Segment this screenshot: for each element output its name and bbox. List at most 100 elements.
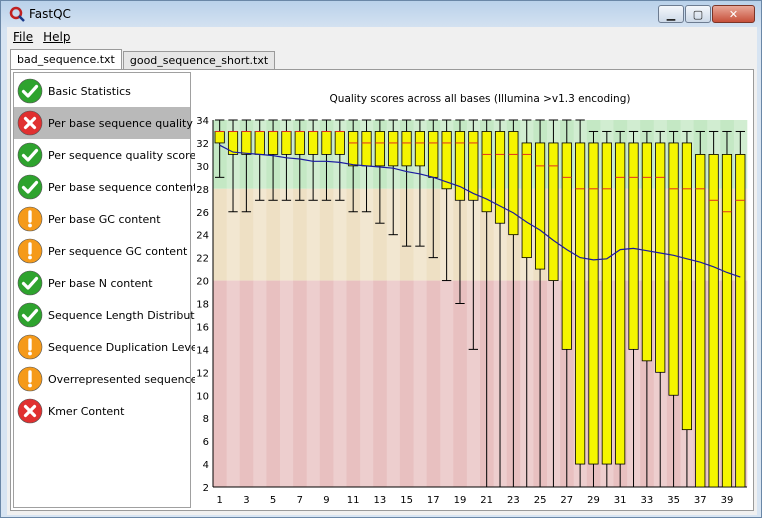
zone-bad-band: [359, 280, 374, 487]
y-tick-label: 2: [203, 483, 209, 494]
quartile-box: [361, 131, 372, 167]
zone-bad-band: [439, 280, 454, 487]
cross-icon: [17, 398, 43, 424]
x-tick-label: 13: [374, 495, 387, 506]
menu-file[interactable]: File: [13, 30, 34, 44]
menu-bar: File Help: [7, 27, 757, 47]
quartile-box: [388, 131, 399, 167]
zone-bad-band: [306, 280, 321, 487]
zone-bad-band: [239, 280, 254, 487]
x-tick-label: 29: [587, 495, 600, 506]
zone-bad-band: [293, 280, 307, 487]
mean-quality-line: [219, 144, 741, 278]
module-item[interactable]: Kmer Content: [14, 395, 190, 427]
module-item[interactable]: Per base N content: [14, 267, 190, 299]
quartile-box: [374, 131, 385, 167]
zone-bad-band: [386, 280, 401, 487]
module-item[interactable]: Sequence Length Distribution: [14, 299, 211, 331]
exclamation-icon: [17, 206, 43, 232]
zone-bad-band: [266, 280, 281, 487]
close-button[interactable]: ✕: [712, 5, 755, 23]
x-tick-label: 9: [323, 495, 329, 506]
minimize-icon: ▁: [666, 7, 676, 21]
module-item[interactable]: Per base sequence content: [14, 171, 197, 203]
x-tick-label: 33: [641, 495, 654, 506]
chart-panel: Quality scores across all bases (Illumin…: [195, 72, 751, 518]
exclamation-icon: [17, 238, 43, 264]
exclamation-icon: [17, 334, 43, 360]
title-bar[interactable]: FastQC ▁ ▢ ✕: [1, 1, 761, 27]
module-label: Kmer Content: [48, 404, 125, 418]
zone-bad-band: [213, 280, 227, 487]
check-icon: [17, 270, 43, 296]
quartile-box: [308, 131, 319, 155]
zone-ok-band: [319, 188, 334, 281]
module-item[interactable]: Per base sequence quality: [14, 107, 193, 139]
tab-good-sequence-short[interactable]: good_sequence_short.txt: [122, 51, 276, 69]
module-item[interactable]: Per sequence quality scores: [14, 139, 202, 171]
zone-ok-band: [306, 188, 321, 281]
quartile-box: [708, 154, 719, 488]
y-tick-label: 6: [203, 437, 209, 448]
chart-title: Quality scores across all bases (Illumin…: [330, 93, 631, 105]
y-tick-label: 30: [196, 162, 209, 173]
quartile-box: [655, 142, 666, 373]
tab-bad-sequence[interactable]: bad_sequence.txt: [10, 49, 122, 69]
maximize-icon: ▢: [692, 7, 704, 21]
zone-ok-band: [266, 188, 281, 281]
zone-ok-band: [293, 188, 307, 281]
y-tick-label: 12: [196, 368, 209, 379]
module-label: Basic Statistics: [48, 84, 131, 98]
module-item[interactable]: Per sequence GC content: [14, 235, 190, 267]
quartile-box: [588, 142, 599, 465]
exclamation-icon: [17, 366, 43, 392]
quartile-box: [441, 131, 452, 190]
check-icon: [17, 302, 43, 328]
quartile-box: [321, 131, 332, 155]
quartile-box: [481, 131, 492, 213]
x-tick-label: 5: [270, 495, 276, 506]
x-tick-label: 11: [347, 495, 360, 506]
module-item[interactable]: Overrepresented sequences: [14, 363, 203, 395]
y-tick-label: 28: [196, 185, 209, 196]
x-tick-label: 25: [534, 495, 547, 506]
x-tick-label: 19: [454, 495, 467, 506]
quartile-box: [214, 131, 225, 144]
module-item[interactable]: Per base GC content: [14, 203, 190, 235]
quartile-box: [615, 142, 626, 465]
x-tick-label: 1: [216, 495, 222, 506]
zone-bad-band: [226, 280, 240, 487]
zone-ok-band: [279, 188, 294, 281]
zone-bad-band: [279, 280, 294, 487]
fastqc-logo-icon: [9, 6, 25, 22]
minimize-button[interactable]: ▁: [658, 5, 684, 23]
quartile-box: [561, 142, 572, 350]
zone-bad-band: [319, 280, 334, 487]
maximize-button[interactable]: ▢: [685, 5, 711, 23]
client-area: File Help bad_sequence.txt good_sequence…: [7, 27, 757, 518]
zone-ok-band: [373, 188, 387, 281]
zone-bad-band: [466, 280, 481, 487]
module-item[interactable]: Sequence Duplication Levels: [14, 331, 206, 363]
module-label: Per base sequence quality: [48, 116, 193, 130]
quartile-box: [334, 131, 345, 155]
module-label: Sequence Length Distribution: [48, 308, 212, 322]
x-tick-label: 23: [507, 495, 520, 506]
module-item[interactable]: Basic Statistics: [14, 75, 190, 107]
quartile-box: [414, 131, 425, 167]
menu-help[interactable]: Help: [43, 30, 71, 44]
y-tick-label: 18: [196, 300, 209, 311]
zone-bad-band: [253, 280, 267, 487]
quartile-box: [735, 154, 746, 488]
y-tick-label: 26: [196, 208, 209, 219]
quartile-box: [628, 142, 639, 350]
module-label: Per base GC content: [48, 212, 161, 226]
quartile-box: [454, 131, 466, 201]
quartile-box: [281, 131, 292, 155]
y-tick-label: 20: [196, 277, 209, 288]
y-tick-label: 14: [196, 345, 209, 356]
quartile-box: [535, 142, 546, 270]
quartile-box: [601, 142, 612, 465]
module-label: Per sequence quality scores: [48, 148, 202, 162]
